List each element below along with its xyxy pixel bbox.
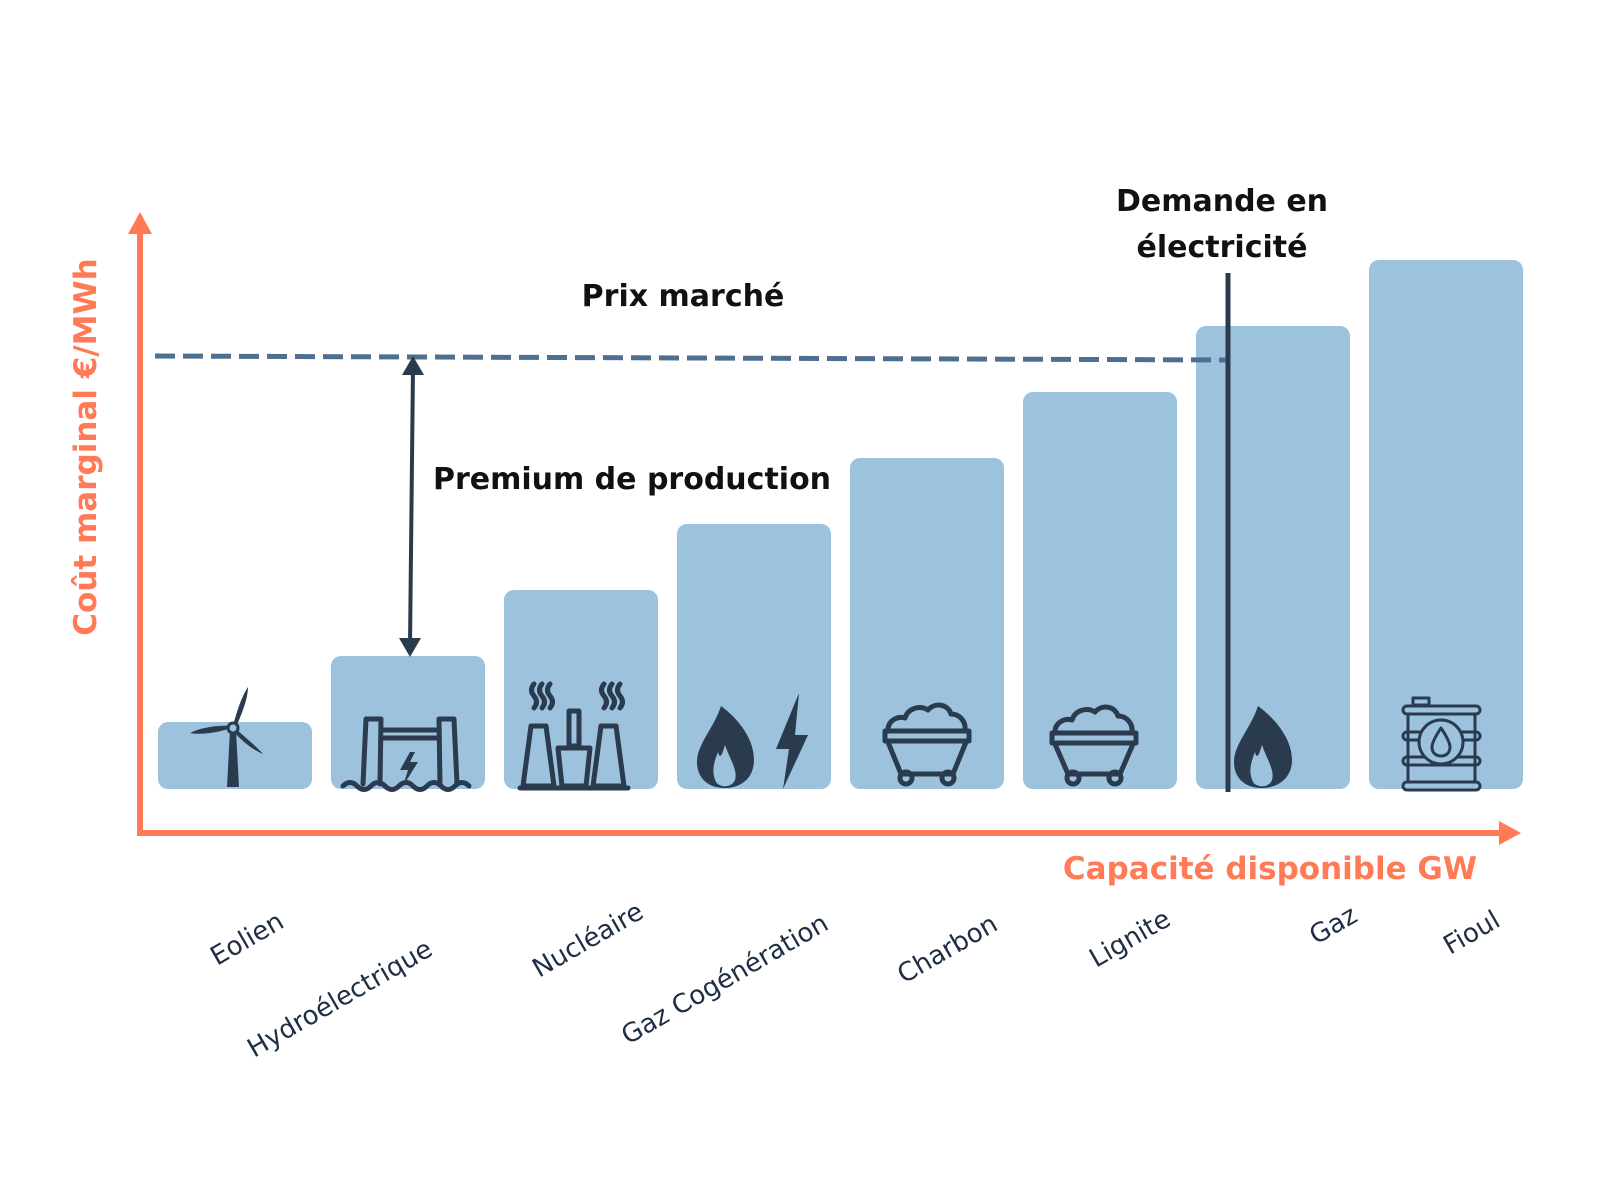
market-price-label: Prix marché (582, 279, 785, 314)
y-axis-label: Coût marginal €/MWh (68, 258, 104, 635)
demand-label-line2: électricité (1137, 230, 1308, 265)
market-price-line (154, 353, 1229, 363)
premium-label: Premium de production (433, 462, 831, 497)
category-label: Eolien (206, 906, 290, 972)
bar-hydroelectrique (331, 656, 485, 789)
bar-fioul (1369, 260, 1523, 789)
premium-arrow (399, 356, 424, 657)
x-axis (137, 821, 1521, 845)
wind-turbine-icon (190, 687, 263, 787)
bar-lignite (1023, 392, 1177, 789)
bar-charbon (850, 458, 1004, 789)
category-label: Lignite (1085, 904, 1176, 974)
category-label: Charbon (893, 909, 1003, 990)
category-label: Gaz (1305, 900, 1363, 951)
coal-cart-icon (1049, 704, 1139, 787)
nuclear-plant-icon (517, 681, 631, 791)
category-label: Hydroélectrique (243, 934, 438, 1064)
bar-gaz (1196, 326, 1350, 789)
y-axis (128, 212, 152, 833)
demand-label-line1: Demande en (1116, 184, 1328, 219)
bars (158, 260, 1523, 789)
category-label: Gaz Cogénération (617, 908, 834, 1051)
flame-icon (1234, 706, 1292, 788)
category-label: Fioul (1439, 905, 1506, 961)
dam-icon (340, 716, 472, 792)
x-axis-label: Capacité disponible GW (1063, 851, 1477, 887)
category-label: Nucléaire (528, 897, 649, 984)
coal-cart-icon (882, 702, 972, 787)
flame-lightning-icon (697, 693, 808, 789)
oil-barrel-icon (1401, 696, 1482, 792)
